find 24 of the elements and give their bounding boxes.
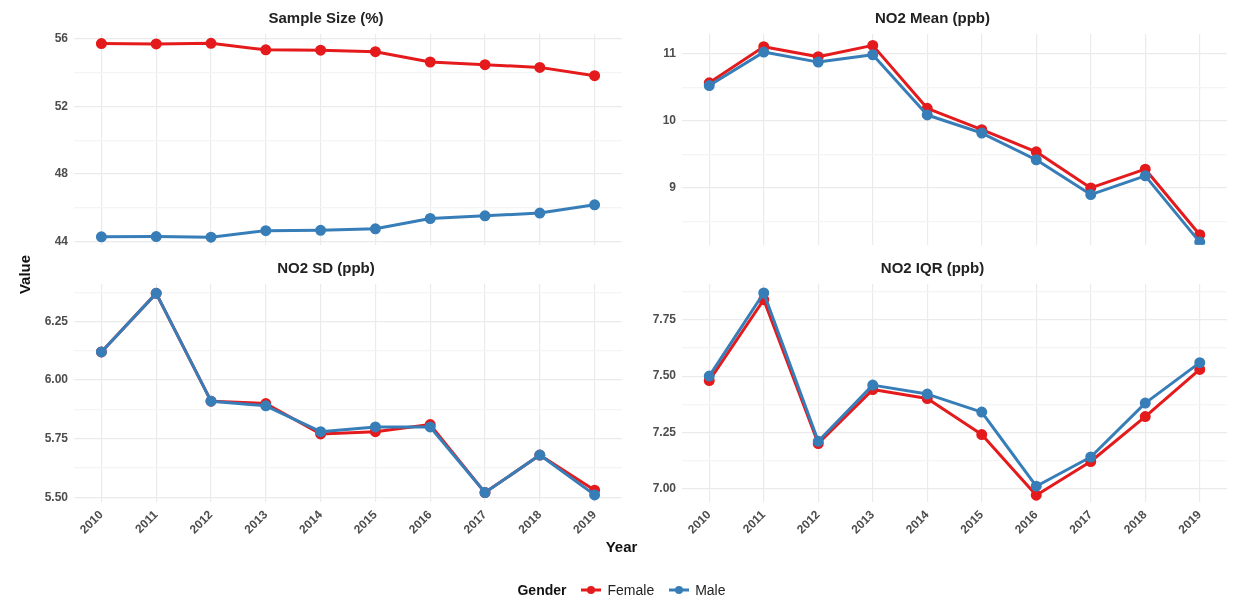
y-tick-label: 48 [54, 166, 69, 181]
legend-label: Male [695, 582, 726, 598]
y-tick-label: 52 [54, 98, 69, 113]
chart-title: NO2 Mean (ppb) [875, 9, 990, 27]
chart-title: NO2 IQR (ppb) [880, 259, 985, 277]
chart-title: Sample Size (%) [268, 9, 384, 27]
y-tick-label: 6.00 [44, 372, 69, 387]
y-tick-label: 5.50 [44, 489, 69, 504]
chart-title: NO2 SD (ppb) [277, 259, 375, 277]
y-tick-label: 10 [662, 113, 677, 128]
y-tick-label: 7.75 [652, 312, 677, 327]
legend-title: Gender [517, 582, 567, 598]
y-tick-label: 7.00 [652, 480, 677, 495]
y-tick-label: 56 [54, 31, 69, 46]
y-tick-label: 5.75 [44, 430, 69, 445]
y-tick-label: 7.25 [652, 424, 677, 439]
y-tick-label: 44 [54, 233, 69, 248]
y-tick-label: 7.50 [652, 368, 677, 383]
x-axis-title: Year [604, 538, 639, 555]
legend-label: Female [607, 582, 655, 598]
y-axis-title: Value [15, 253, 33, 297]
y-tick-label: 9 [669, 180, 677, 195]
y-tick-label: 11 [663, 46, 677, 61]
y-tick-label: 6.25 [44, 313, 69, 328]
